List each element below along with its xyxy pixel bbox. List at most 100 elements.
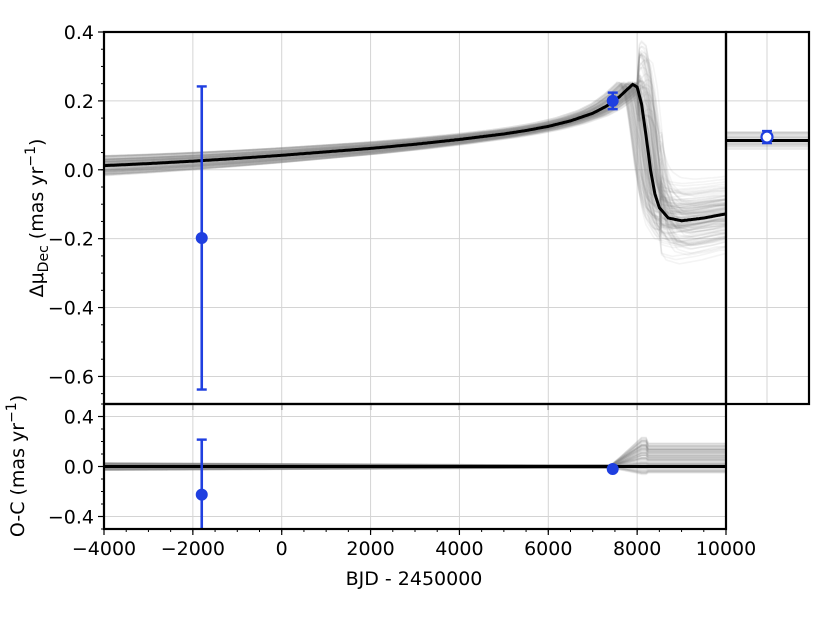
posterior-sample-line [104,79,726,231]
posterior-sample-line [104,80,726,226]
data-point-2 [606,94,619,107]
posterior-sample-line [104,84,726,231]
x-tick-label: −2000 [161,538,225,560]
posterior-sample-line [104,86,726,226]
resid-sample-line [104,467,726,476]
posterior-sample-line [104,81,726,243]
posterior-sample-line [104,53,726,221]
main-y-label-units: (mas yr [26,166,48,245]
residuals-panel: −4000 −2000 0 2000 4000 6000 8000 10000 −0.4 0.0 0… [48,402,756,560]
resid-y-tick-label: 0.4 [64,407,94,429]
posterior-sample-line [104,84,726,206]
posterior-sample-line [104,53,726,245]
posterior-sample-line [104,83,726,261]
resid-sample-line [104,457,726,466]
posterior-sample-line [104,78,726,221]
posterior-sample-line [104,86,726,203]
main-y-label-exponent: −1 [23,146,39,167]
resid-point-1 [195,488,208,501]
posterior-sample-line [104,81,726,216]
posterior-sample-line [104,60,726,239]
posterior-sample-line [104,81,726,224]
posterior-sample-line [104,84,726,202]
main-y-tick-label: 0.4 [64,22,94,44]
posterior-sample-line [104,56,726,222]
posterior-sample-line [104,84,726,230]
resid-sample-line [104,454,726,471]
resid-sample-line [104,454,726,471]
posterior-sample-line [104,77,726,222]
side-data-point [760,130,774,144]
posterior-sample-line [104,82,726,249]
x-tick-label: 6000 [524,538,572,560]
posterior-sample-line [104,92,726,203]
resid-sample-line [104,446,726,471]
main-y-tick-label: −0.4 [48,298,94,320]
resid-sample-line [104,448,726,466]
x-tick-label: 4000 [435,538,483,560]
main-y-label-symbol: Δμ [26,272,48,297]
resid-sample-line [104,456,726,471]
resid-sample-curves [104,436,726,476]
posterior-sample-line [104,83,726,215]
posterior-sample-line [104,90,726,205]
posterior-sample-line [104,66,726,229]
resid-sample-line [104,447,726,466]
posterior-sample-line [104,81,726,232]
resid-sample-line [104,443,726,466]
resid-sample-line [104,437,726,467]
posterior-sample-line [104,82,726,228]
posterior-sample-line [104,50,726,230]
posterior-sample-line [104,72,726,206]
resid-sample-line [104,467,726,473]
resid-sample-line [104,449,726,470]
posterior-sample-line [104,86,726,230]
posterior-sample-line [104,82,726,247]
posterior-sample-line [104,87,726,212]
posterior-sample-line [104,79,726,220]
main-y-label-subscript: Dec [36,245,52,272]
x-axis-label: BJD - 2450000 [346,568,483,590]
resid-y-label-exponent: −1 [4,402,20,423]
later-epoch-panel [724,30,811,406]
posterior-sample-line [104,80,726,205]
resid-sample-line [104,441,726,471]
posterior-sample-line [104,52,726,234]
posterior-sample-line [104,84,726,212]
resid-sample-line [104,450,726,471]
x-tick-label: −4000 [72,538,136,560]
posterior-sample-line [104,83,726,233]
posterior-sample-line [104,85,726,223]
posterior-sample-line [104,81,726,219]
posterior-sample-line [104,86,726,239]
resid-point-2 [606,463,619,475]
resid-sample-line [104,456,726,466]
resid-y-tick-label: 0.0 [64,457,94,479]
x-tick-label: 10000 [696,538,756,560]
posterior-sample-line [104,88,726,180]
resid-sample-line [104,454,726,471]
posterior-sample-line [104,82,726,230]
posterior-sample-line [104,82,726,216]
posterior-sample-line [104,86,726,203]
posterior-sample-line [104,58,726,247]
resid-sample-line [104,444,726,466]
posterior-sample-line [104,85,726,238]
residual-y-axis-label: O-C (mas yr−1) [4,395,29,537]
posterior-sample-line [104,39,726,247]
main-y-tick-label: −0.6 [48,366,94,388]
posterior-sample-line [104,81,726,202]
resid-sample-line [104,462,726,466]
posterior-sample-line [104,87,726,222]
resid-sample-line [104,462,726,474]
resid-sample-line [104,467,726,474]
main-plot-area [104,39,726,265]
posterior-sample-line [104,85,726,231]
x-tick-label: 2000 [346,538,394,560]
posterior-sample-line [104,81,726,225]
data-point-1 [195,231,208,244]
posterior-sample-line [104,49,726,255]
posterior-sample-line [104,80,726,215]
proper-motion-panel: −0.6 −0.4 −0.2 0.0 0.2 0.4 [48,22,728,410]
posterior-sample-line [104,45,726,245]
